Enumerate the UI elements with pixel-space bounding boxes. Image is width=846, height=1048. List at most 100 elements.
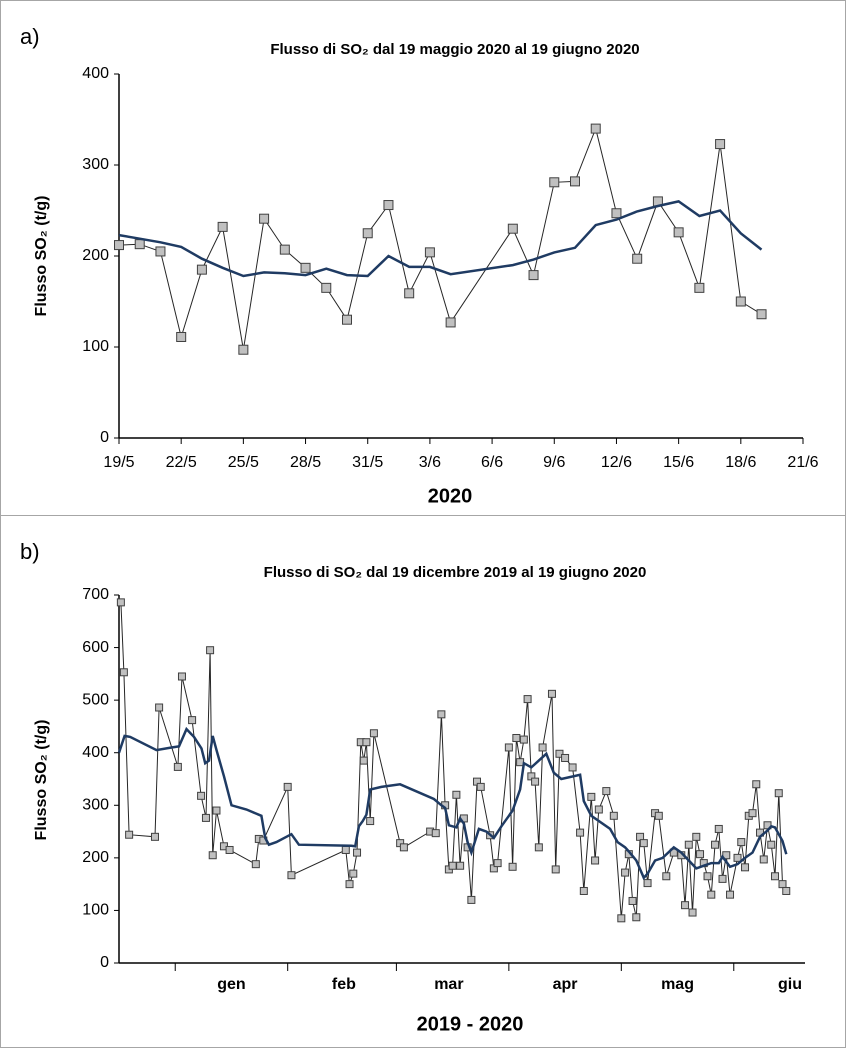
y-tick-label: 400 [82,65,109,82]
data-point [519,735,528,744]
data-point [568,763,577,772]
data-point [534,843,543,852]
data-point [715,139,726,150]
data-point [528,270,539,281]
data-point [748,809,757,818]
x-tick-label: 21/6 [787,454,818,471]
data-point [692,832,701,841]
data-point [688,908,697,917]
data-point [431,829,440,838]
data-point [617,914,626,923]
data-point [362,228,373,239]
data-point [752,780,761,789]
data-point [591,856,600,865]
data-point [551,865,560,874]
data-point [611,208,622,219]
x-axis-label: 2019 - 2020 [417,1013,524,1035]
data-point [206,646,215,655]
data-point [632,913,641,922]
data-point [196,264,207,275]
x-tick-label: 12/6 [601,454,632,471]
data-point [366,817,375,826]
data-point [555,749,564,758]
data-point [735,296,746,307]
data-point [639,839,648,848]
y-tick-label: 0 [100,954,109,971]
data-point [654,811,663,820]
data-point [359,756,368,765]
data-point [609,811,618,820]
data-point [279,244,290,255]
data-point [579,886,588,895]
x-tick-label: apr [553,976,578,993]
data-point [134,239,145,250]
data-point [602,787,611,796]
y-tick-label: 200 [82,247,109,264]
data-point [632,253,643,264]
data-point [445,317,456,328]
data-point [452,790,461,799]
data-point [176,331,187,342]
data-point [714,824,723,833]
data-line [118,126,762,350]
x-tick-label: gen [217,976,245,993]
x-axis-label: 2020 [428,485,473,507]
y-tick-label: 0 [100,429,109,446]
data-point [778,880,787,889]
trend-line [117,726,788,881]
data-point [383,200,394,211]
data-point [369,729,378,738]
data-point [711,840,720,849]
data-point [177,672,186,681]
panel-label: a) [20,24,40,49]
x-tick-label: 22/5 [166,454,197,471]
data-point [759,855,768,864]
data-point [493,859,502,868]
data-point [467,895,476,904]
y-tick-label: 100 [82,338,109,355]
data-point [673,227,684,238]
data-point [259,213,270,224]
data-point [684,840,693,849]
data-point [476,782,485,791]
data-point [570,176,580,187]
data-point [362,738,371,747]
data-point [201,813,210,822]
data-point [238,344,249,355]
data-point [681,901,690,910]
x-tick-label: 25/5 [228,454,259,471]
data-point [561,753,570,762]
data-point [696,850,705,859]
data-point [549,177,560,188]
data-point [707,890,716,899]
chart-title: Flusso di SO₂ dal 19 dicembre 2019 al 19… [264,564,647,581]
data-point [150,832,159,841]
data-point [342,314,352,325]
data-point [703,872,712,881]
x-tick-label: 18/6 [725,454,756,471]
y-tick-label: 400 [82,744,109,761]
data-point [547,689,556,698]
data-point [251,860,260,869]
data-point [512,733,521,742]
x-tick-label: mag [661,976,694,993]
data-point [155,703,164,712]
x-tick-label: 15/6 [663,454,694,471]
data-point [125,830,134,839]
x-tick-label: giu [778,976,802,993]
data-point [662,872,671,881]
x-tick-label: 31/5 [352,454,383,471]
data-point [538,743,547,752]
data-point [782,886,791,895]
data-point [212,806,221,815]
data-point [287,871,296,880]
data-point [737,838,746,847]
data-point [349,869,358,878]
data-point [621,868,630,877]
data-point [718,874,727,883]
data-point [774,789,783,798]
data-point [771,872,780,881]
data-point [756,309,767,320]
